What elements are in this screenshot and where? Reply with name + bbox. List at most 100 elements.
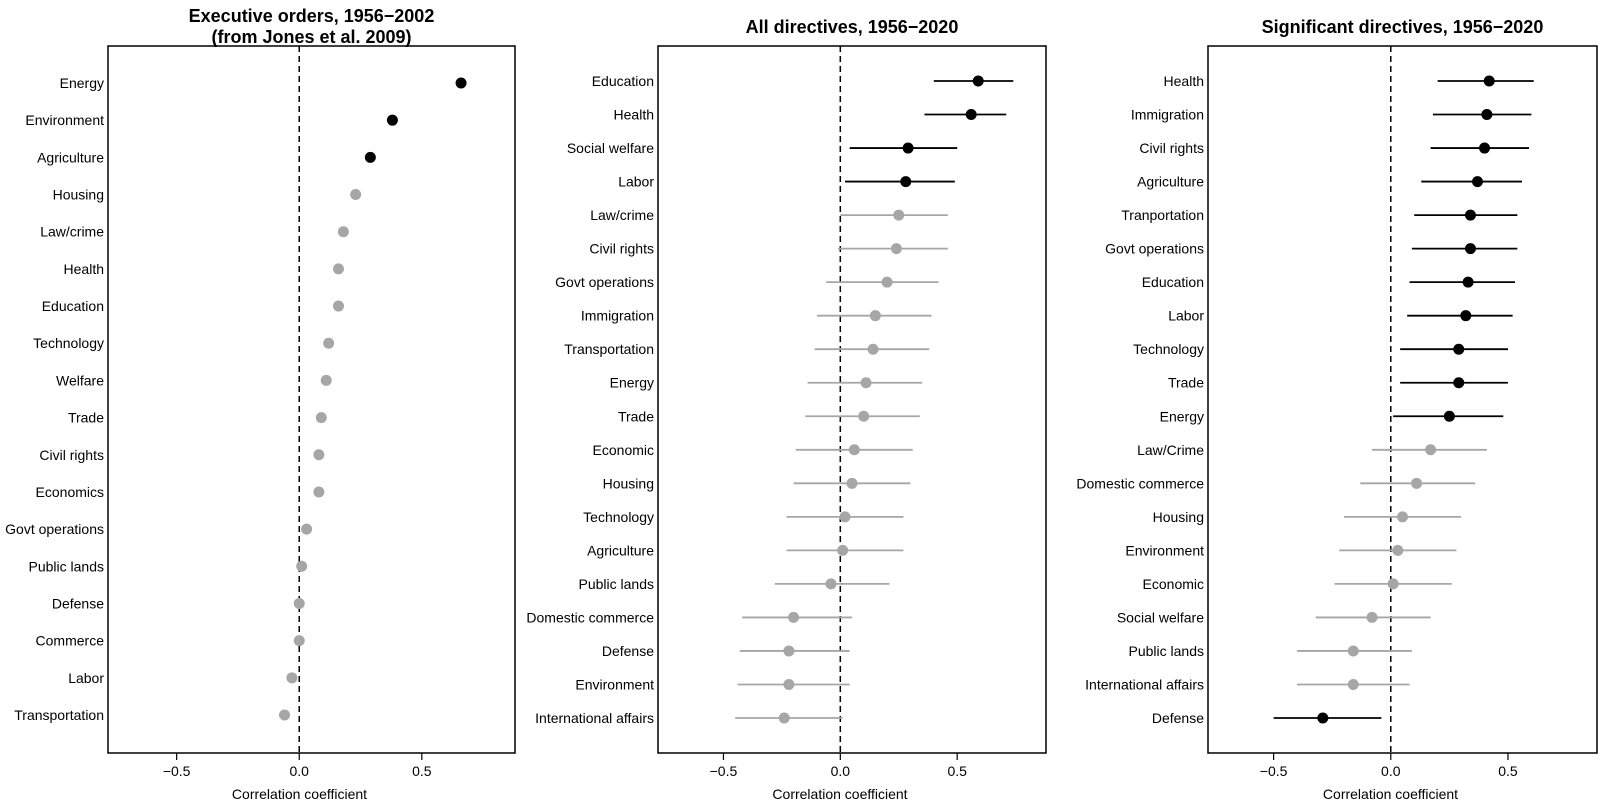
category-label: Defense	[602, 643, 654, 659]
category-label: Agriculture	[1137, 174, 1204, 190]
data-point	[332, 263, 344, 275]
x-tick-label: −0.5	[710, 763, 738, 779]
category-label: Technology	[33, 335, 104, 351]
category-label: Welfare	[56, 372, 104, 388]
data-point	[1453, 343, 1465, 355]
data-point	[1397, 511, 1408, 523]
data-point	[455, 77, 467, 89]
data-point	[293, 597, 305, 609]
category-label: Transportation	[564, 341, 654, 357]
category-label: Civil rights	[589, 241, 654, 257]
data-point	[778, 712, 790, 724]
data-point	[890, 243, 902, 255]
data-point	[293, 635, 305, 647]
data-point	[1453, 377, 1465, 389]
data-point	[848, 444, 860, 456]
category-label: Economic	[593, 442, 654, 458]
category-label: Education	[592, 73, 654, 89]
category-label: Defense	[1152, 710, 1204, 726]
category-label: Economic	[1143, 576, 1204, 592]
category-label: Social welfare	[1117, 609, 1204, 625]
data-point	[286, 672, 298, 684]
x-axis-label: Correlation coefficient	[772, 786, 907, 802]
data-point	[867, 343, 879, 355]
chart-title-line: Executive orders, 1956−2002	[189, 6, 435, 26]
category-label: Immigration	[581, 308, 654, 324]
category-label: Technology	[1133, 341, 1204, 357]
category-label: Immigration	[1131, 107, 1204, 123]
category-label: Govt operations	[5, 521, 104, 537]
data-point	[279, 709, 291, 721]
data-point	[1464, 209, 1476, 221]
data-point	[337, 226, 349, 238]
chart-title-line: All directives, 1956−2020	[746, 17, 959, 37]
data-point	[350, 189, 362, 201]
data-point	[783, 678, 795, 690]
data-point	[881, 276, 893, 288]
category-label: Energy	[610, 375, 654, 391]
chart-panel-1: Executive orders, 1956−2002(from Jones e…	[5, 6, 516, 802]
category-label: Energy	[60, 75, 104, 91]
data-point	[825, 578, 837, 590]
category-label: Agriculture	[37, 149, 104, 165]
data-point	[315, 412, 327, 424]
category-label: Domestic commerce	[526, 609, 654, 625]
data-point	[837, 544, 849, 556]
category-label: Civil rights	[39, 447, 104, 463]
category-label: Law/Crime	[1137, 442, 1204, 458]
x-tick-label: 0.0	[1381, 763, 1401, 779]
category-label: Health	[1164, 73, 1204, 89]
category-label: Education	[42, 298, 104, 314]
data-point	[1464, 243, 1476, 255]
chart-panel-2: All directives, 1956−2020 −0.5 0.0 0.5 Corre…	[526, 17, 1047, 802]
data-point	[323, 337, 335, 349]
data-point	[846, 477, 858, 489]
data-point	[313, 486, 325, 498]
category-label: Public lands	[579, 576, 655, 592]
data-point	[1392, 544, 1404, 556]
data-point	[1479, 142, 1491, 154]
data-point	[320, 374, 332, 386]
data-point	[1411, 477, 1423, 489]
data-point	[1387, 578, 1399, 590]
category-label: Law/crime	[590, 207, 654, 223]
x-tick-label: −0.5	[163, 763, 191, 779]
category-label: International affairs	[1085, 676, 1204, 692]
data-point	[364, 151, 376, 163]
data-point	[858, 410, 870, 422]
category-label: Trade	[1168, 375, 1204, 391]
category-label: Labor	[1168, 308, 1204, 324]
data-point	[1347, 678, 1359, 690]
category-label: Public lands	[1129, 643, 1205, 659]
plot-frame	[107, 45, 516, 754]
data-point	[1460, 310, 1472, 322]
x-axis-label: Correlation coefficient	[1323, 786, 1458, 802]
category-label: Social welfare	[567, 140, 654, 156]
category-label: Law/crime	[40, 224, 104, 240]
data-point	[1366, 611, 1378, 623]
data-point	[1317, 712, 1329, 724]
category-label: Energy	[1160, 408, 1204, 424]
data-point	[1481, 109, 1493, 121]
category-label: Commerce	[36, 633, 105, 649]
category-label: Civil rights	[1139, 140, 1204, 156]
category-label: Technology	[583, 509, 654, 525]
category-label: Environment	[575, 676, 654, 692]
data-point	[869, 310, 881, 322]
data-point	[1443, 410, 1455, 422]
category-label: Labor	[68, 670, 104, 686]
category-label: Tranportation	[1121, 207, 1204, 223]
data-point	[386, 114, 398, 126]
category-label: Public lands	[29, 558, 105, 574]
category-label: Govt operations	[1105, 241, 1204, 257]
category-label: Economics	[36, 484, 104, 500]
chart-title-line: (from Jones et al. 2009)	[211, 27, 411, 47]
data-point	[965, 109, 977, 121]
data-point	[296, 560, 308, 572]
data-point	[1462, 276, 1474, 288]
category-label: Govt operations	[555, 274, 654, 290]
data-point	[313, 449, 325, 461]
data-point	[1483, 75, 1495, 87]
data-point	[1471, 176, 1483, 188]
plot-frame	[657, 45, 1047, 754]
